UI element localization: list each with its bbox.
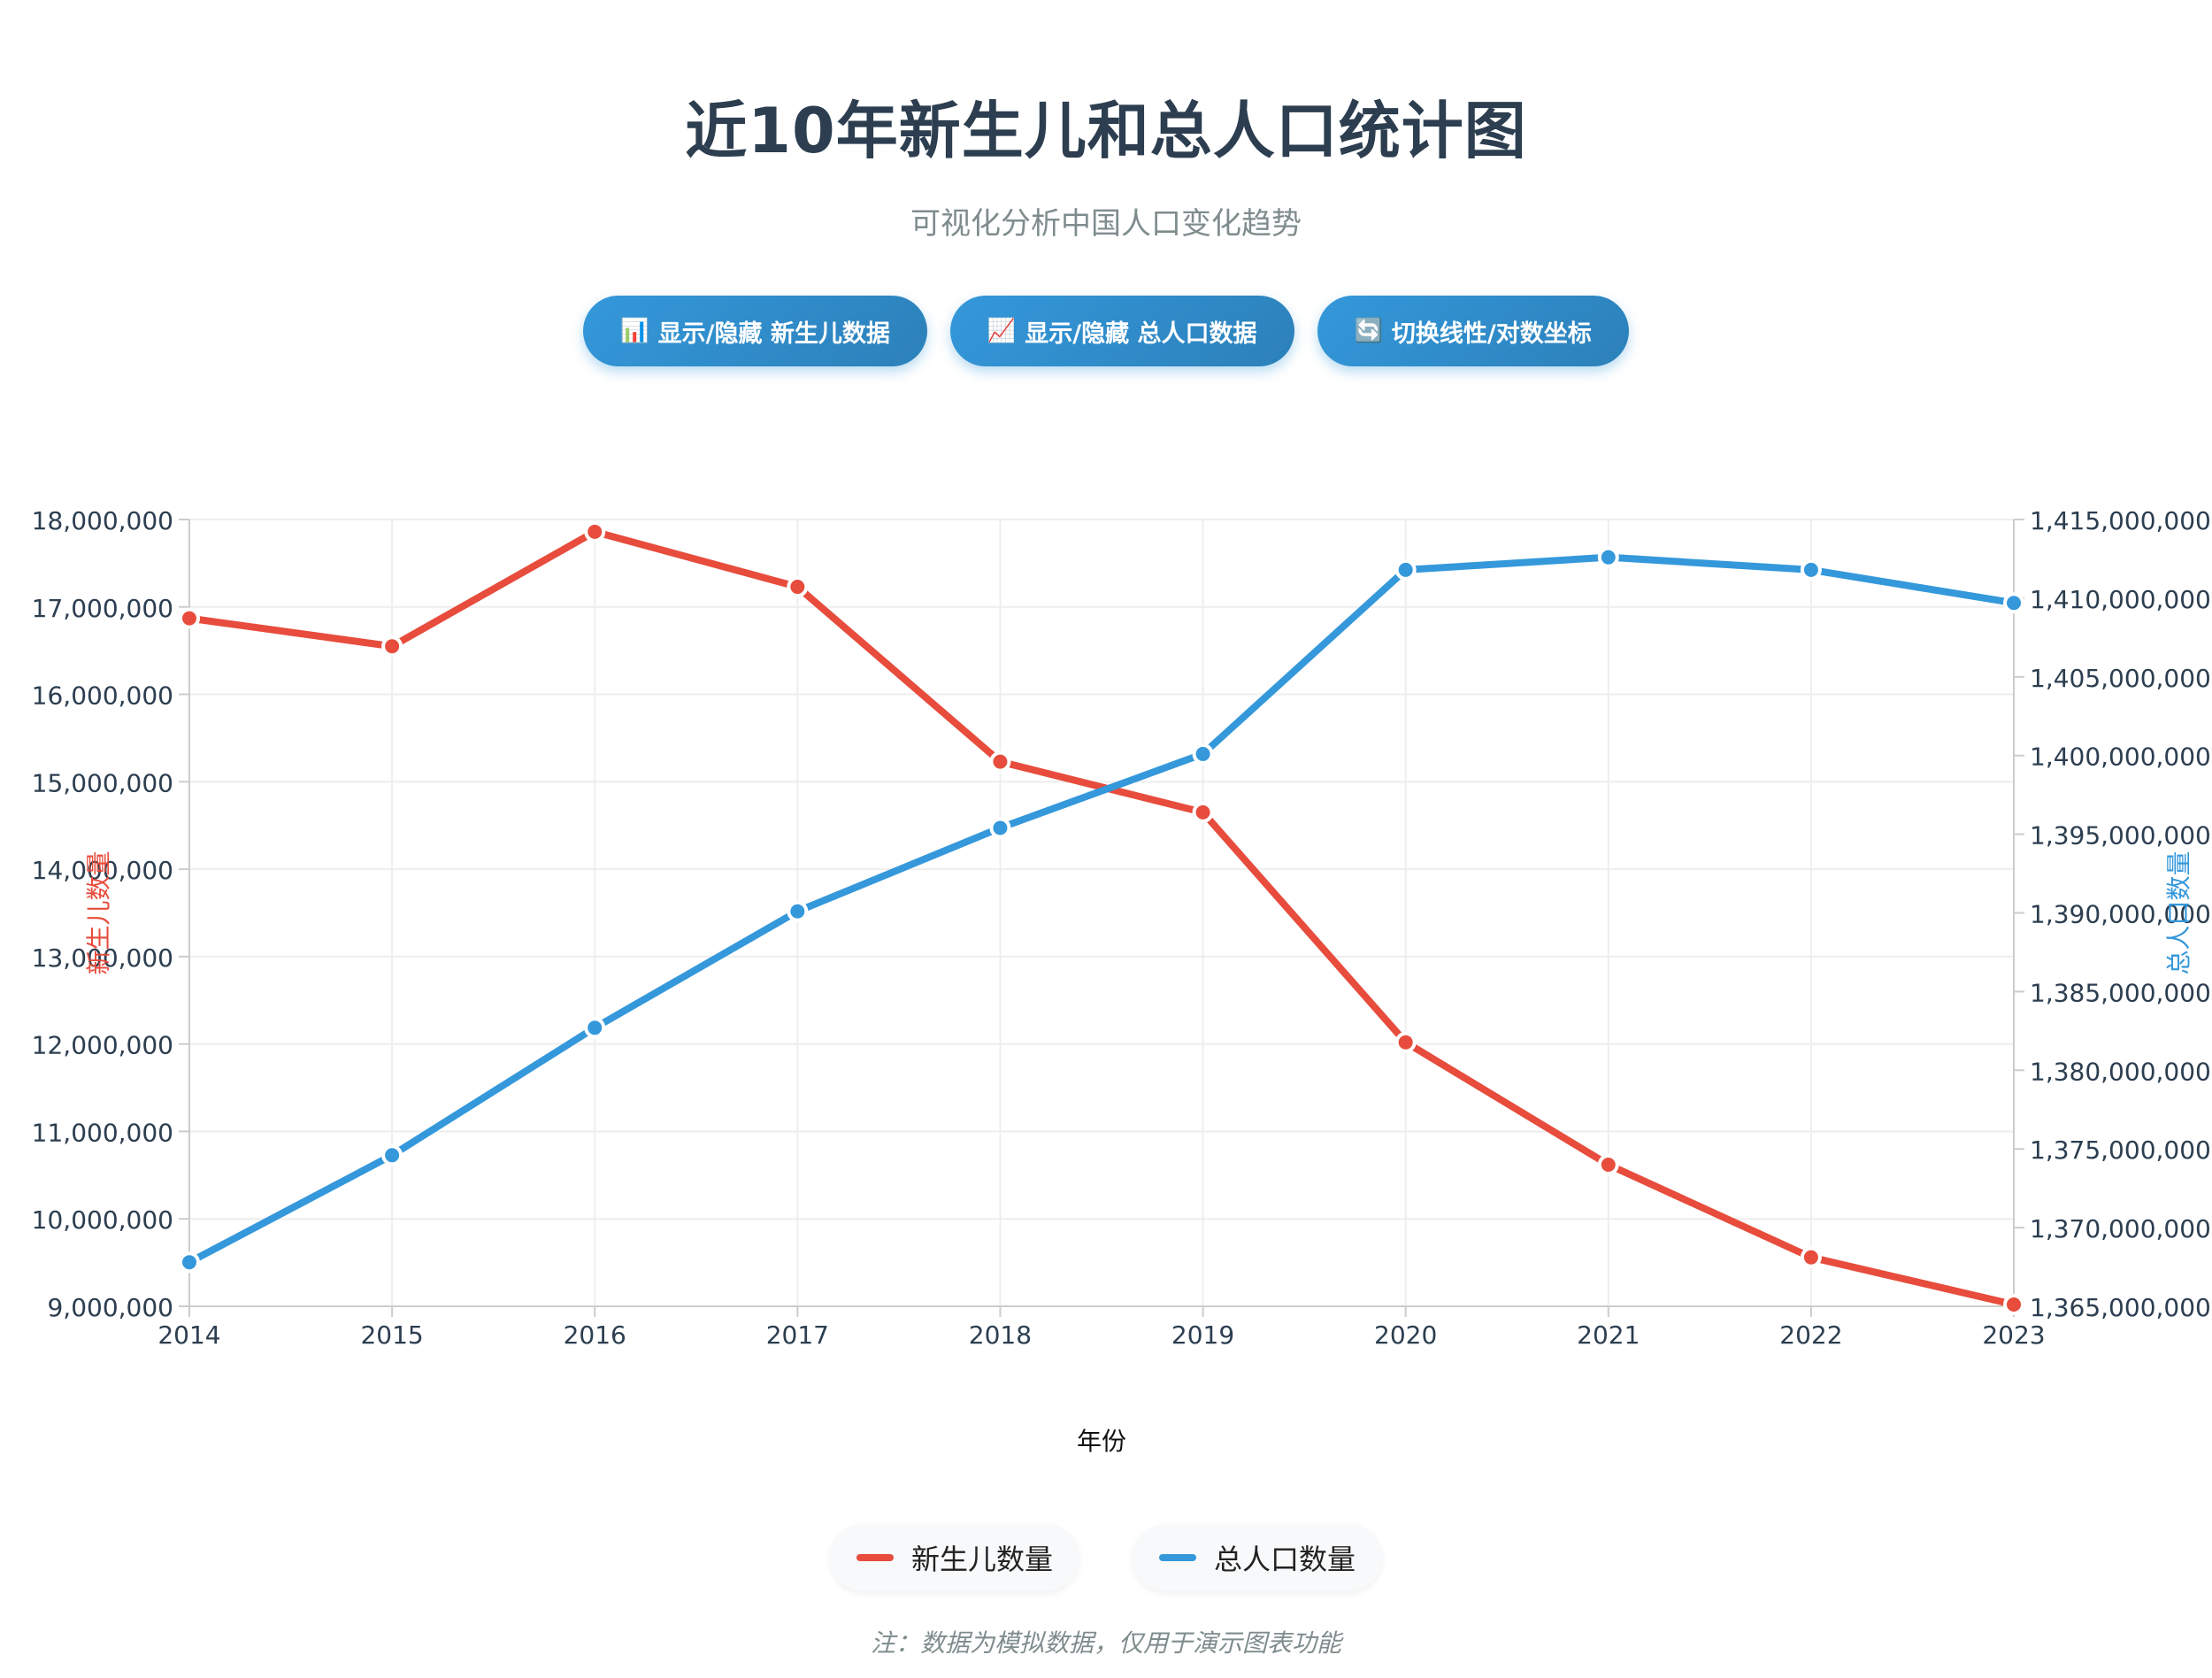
y-right-tick-label: 1,400,000,000 (2030, 743, 2211, 772)
legend-label-newborn: 新生儿数量 (910, 1543, 1053, 1576)
y-right-tick-label: 1,370,000,000 (2030, 1214, 2211, 1243)
axis-labels: 9,000,000 10,000,000 11,000,000 12,000,000 1… (32, 506, 2211, 1456)
page-title: 近10年新生儿和总人口统计图 (685, 95, 1527, 167)
toggle-newborn-label: 显示/隐藏 新生儿数据 (657, 319, 890, 348)
y-right-tick-label: 1,390,000,000 (2030, 900, 2211, 929)
data-point-population (381, 1144, 403, 1166)
y-right-tick-label: 1,375,000,000 (2030, 1135, 2211, 1165)
toggle-population-button[interactable]: 📈 显示/隐藏 总人口数据 (949, 296, 1294, 366)
x-tick-label: 2022 (1779, 1320, 1842, 1350)
y-right-axis-title: 总人口数量 (2164, 851, 2193, 974)
legend-item-newborn[interactable]: 新生儿数量 (829, 1524, 1079, 1591)
x-tick-label: 2019 (1171, 1320, 1234, 1350)
x-tick-label: 2017 (766, 1320, 829, 1350)
page-subtitle: 可视化分析中国人口变化趋势 (910, 206, 1302, 242)
x-tick-label: 2015 (360, 1320, 423, 1350)
data-point-population (1192, 743, 1214, 765)
y-left-tick-label: 12,000,000 (32, 1031, 173, 1060)
y-left-tick-label: 16,000,000 (32, 681, 173, 711)
data-point-population (2003, 592, 2024, 614)
legend-swatch-newborn (856, 1554, 894, 1561)
line-chart-icon: 📈 (987, 318, 1017, 344)
data-point-newborn (2003, 1294, 2024, 1316)
data-point-population (1800, 558, 1822, 581)
y-left-tick-label: 15,000,000 (32, 768, 173, 797)
toggle-population-label: 显示/隐藏 总人口数据 (1025, 319, 1257, 348)
data-point-newborn (989, 750, 1011, 773)
data-point-newborn (787, 576, 809, 598)
data-point-population (584, 1017, 606, 1039)
data-point-population (1597, 546, 1619, 568)
x-tick-label: 2020 (1374, 1320, 1437, 1350)
data-point-newborn (1192, 801, 1214, 823)
y-left-tick-label: 17,000,000 (32, 594, 173, 623)
toggle-scale-label: 切换线性/对数坐标 (1391, 319, 1592, 348)
chart-controls: 📊 显示/隐藏 新生儿数据 📈 显示/隐藏 总人口数据 🔄 切换线性/对数坐标 (0, 296, 2212, 366)
series-line-newborn (186, 527, 2017, 1309)
data-point-newborn (1800, 1246, 1822, 1268)
y-left-tick-label: 14,000,000 (32, 856, 173, 885)
y-left-axis-title: 新生儿数量 (84, 851, 113, 974)
y-left-tick-label: 10,000,000 (32, 1205, 173, 1235)
y-left-tick-label: 9,000,000 (47, 1293, 173, 1322)
data-point-newborn (179, 607, 200, 629)
data-point-newborn (1597, 1153, 1619, 1175)
y-left-tick-label: 18,000,000 (32, 506, 173, 535)
data-point-newborn (1394, 1031, 1417, 1053)
y-right-tick-label: 1,365,000,000 (2030, 1293, 2211, 1322)
y-right-tick-label: 1,415,000,000 (2030, 506, 2211, 535)
y-right-tick-label: 1,405,000,000 (2030, 664, 2211, 693)
toggle-scale-button[interactable]: 🔄 切换线性/对数坐标 (1317, 296, 1629, 366)
x-tick-label: 2018 (969, 1320, 1032, 1350)
refresh-icon: 🔄 (1354, 318, 1383, 344)
x-tick-label: 2014 (157, 1320, 220, 1350)
population-chart: 9,000,000 10,000,000 11,000,000 12,000,000 1… (32, 506, 2211, 1456)
legend-swatch-population (1159, 1554, 1196, 1561)
y-right-tick-label: 1,395,000,000 (2030, 821, 2211, 851)
chart-legend: 新生儿数量 总人口数量 (0, 1524, 2212, 1591)
data-point-newborn (584, 520, 606, 543)
legend-label-population: 总人口数量 (1214, 1543, 1356, 1576)
y-right-tick-label: 1,385,000,000 (2030, 978, 2211, 1007)
series (179, 520, 2024, 1316)
y-right-tick-label: 1,380,000,000 (2030, 1057, 2211, 1086)
data-point-population (787, 900, 809, 922)
data-point-population (989, 817, 1011, 839)
data-point-population (1394, 558, 1417, 581)
data-point-population (179, 1251, 200, 1274)
toggle-newborn-button[interactable]: 📊 显示/隐藏 新生儿数据 (583, 296, 927, 366)
bar-chart-icon: 📊 (620, 318, 649, 344)
x-tick-label: 2023 (1982, 1320, 2045, 1350)
y-right-tick-label: 1,410,000,000 (2030, 585, 2211, 614)
axes (179, 519, 2024, 1317)
x-tick-label: 2016 (564, 1320, 626, 1350)
series-line-population (186, 553, 2017, 1266)
grid-lines (188, 519, 2015, 1307)
data-point-newborn (381, 635, 403, 658)
x-tick-label: 2021 (1577, 1320, 1640, 1350)
y-left-tick-label: 11,000,000 (32, 1118, 173, 1147)
x-axis-title: 年份 (1077, 1427, 1126, 1456)
y-left-tick-label: 13,000,000 (32, 943, 173, 973)
data-note: 注：数据为模拟数据，仅用于演示图表功能 (870, 1628, 1341, 1658)
legend-item-population[interactable]: 总人口数量 (1133, 1524, 1383, 1591)
